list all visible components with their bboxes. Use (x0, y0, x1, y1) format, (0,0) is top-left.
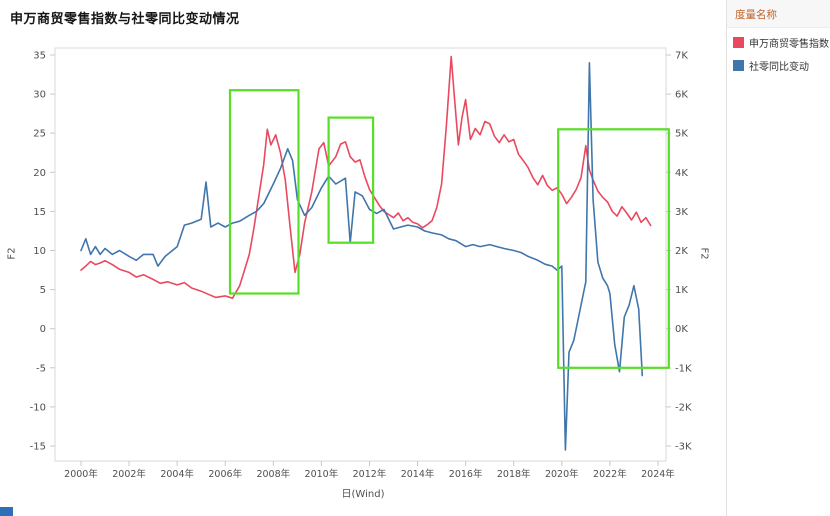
svg-text:2020年: 2020年 (545, 468, 579, 480)
svg-text:2018年: 2018年 (497, 468, 531, 480)
svg-text:2024年: 2024年 (641, 468, 675, 480)
series-line-0[interactable] (80, 55, 652, 300)
svg-text:7K: 7K (675, 51, 688, 62)
svg-text:2014年: 2014年 (401, 468, 435, 480)
svg-text:-3K: -3K (675, 442, 692, 453)
bottom-left-blue-mark (0, 507, 13, 516)
legend-item-1[interactable]: 社零同比变动 (727, 54, 830, 77)
svg-text:0K: 0K (675, 324, 688, 335)
svg-text:4K: 4K (675, 168, 688, 179)
legend-items: 申万商贸零售指数 社零同比变动 (727, 28, 830, 77)
svg-text:-10: -10 (30, 402, 46, 413)
svg-text:2000年: 2000年 (64, 468, 98, 480)
svg-text:1K: 1K (675, 285, 688, 296)
svg-text:-2K: -2K (675, 402, 692, 413)
svg-text:6K: 6K (675, 90, 688, 101)
line-chart[interactable]: 35 30 25 20 15 10 5 0 -5 -10 -15 7K 6K 5K 4K 3K 2K 1K 0K -1… (0, 0, 726, 516)
svg-text:25: 25 (33, 129, 46, 140)
svg-text:5: 5 (40, 285, 46, 296)
legend-swatch-0 (733, 37, 744, 48)
legend-panel: 度量名称 申万商贸零售指数 社零同比变动 (726, 0, 830, 516)
legend-item-0[interactable]: 申万商贸零售指数 (727, 31, 830, 54)
svg-text:2022年: 2022年 (593, 468, 627, 480)
series-line-1[interactable] (80, 61, 644, 451)
svg-text:3K: 3K (675, 207, 688, 218)
svg-text:35: 35 (33, 51, 46, 62)
svg-text:2006年: 2006年 (208, 468, 242, 480)
right-axis-title: F2 (698, 247, 710, 260)
svg-text:20: 20 (33, 168, 46, 179)
legend-label-0: 申万商贸零售指数 (749, 39, 829, 50)
svg-text:0: 0 (40, 324, 46, 335)
svg-text:2002年: 2002年 (112, 468, 146, 480)
svg-text:2010年: 2010年 (305, 468, 339, 480)
svg-text:10: 10 (33, 246, 46, 257)
legend-swatch-1 (733, 60, 744, 71)
page-title: 申万商贸零售指数与社零同比变动情况 (10, 12, 240, 27)
svg-text:2004年: 2004年 (160, 468, 194, 480)
x-axis-ticks: 2000年 2002年 2004年 2006年 2008年 2010年 2012年 2014年… (64, 461, 675, 480)
svg-text:-15: -15 (30, 442, 46, 453)
x-axis-title: 日(Wind) (341, 489, 385, 500)
svg-text:5K: 5K (675, 129, 688, 140)
svg-text:2008年: 2008年 (256, 468, 290, 480)
left-axis-title: F2 (6, 247, 18, 260)
svg-text:-1K: -1K (675, 363, 692, 374)
svg-text:2012年: 2012年 (353, 468, 387, 480)
svg-text:2016年: 2016年 (449, 468, 483, 480)
svg-text:2K: 2K (675, 246, 688, 257)
annotation-box-2 (557, 128, 670, 369)
svg-text:-5: -5 (36, 363, 46, 374)
svg-text:30: 30 (33, 90, 46, 101)
svg-text:15: 15 (33, 207, 46, 218)
legend-label-1: 社零同比变动 (749, 62, 809, 73)
left-axis-ticks: 35 30 25 20 15 10 5 0 -5 -10 -15 (30, 51, 55, 453)
annotation-box-0 (228, 89, 300, 295)
legend-title: 度量名称 (727, 0, 830, 28)
annotation-box-1 (327, 116, 375, 244)
